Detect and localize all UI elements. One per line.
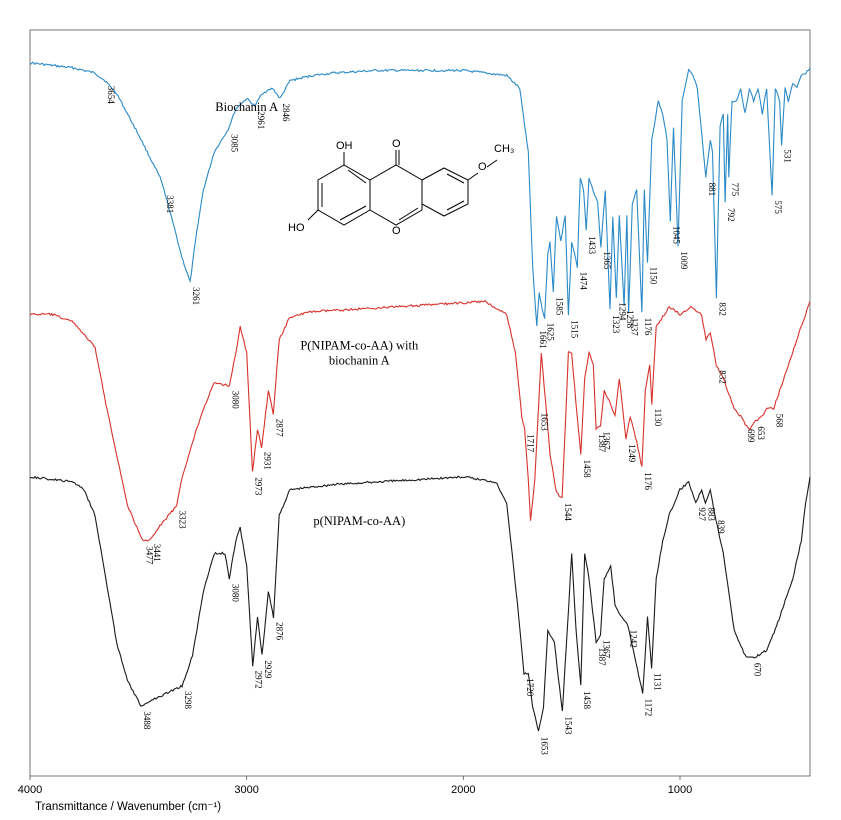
spectrum-line-1 <box>29 299 811 542</box>
peak-label: 653 <box>756 426 766 440</box>
biochanin-a-structure <box>307 150 498 226</box>
peak-label: 1045 <box>671 226 681 245</box>
peak-label: 1172 <box>644 699 654 717</box>
peak-label: 1515 <box>569 320 579 339</box>
peak-label: 2972 <box>254 671 264 689</box>
peak-label: 1242 <box>629 630 639 648</box>
peak-label: 1625 <box>546 323 556 342</box>
peak-label: 3298 <box>183 691 193 710</box>
atom-ho: HO <box>288 222 305 234</box>
peak-label: 1544 <box>563 503 573 522</box>
peak-label: 927 <box>697 507 707 521</box>
peak-label: 1474 <box>578 272 588 291</box>
peak-label: 1367 <box>602 432 612 451</box>
peak-label: 3080 <box>230 391 240 410</box>
atom-o-carbonyl: O <box>392 138 401 150</box>
peak-label: 1387 <box>597 648 607 667</box>
x-tick-label: 4000 <box>18 784 42 796</box>
peak-label: 1237 <box>630 318 640 337</box>
peak-label: 699 <box>746 429 756 443</box>
peak-label: 1433 <box>587 236 597 255</box>
peak-label: 792 <box>726 208 736 222</box>
peak-label: 2973 <box>254 477 264 496</box>
series-title-2-0: p(NIPAM-co-AA) <box>313 514 405 528</box>
plot-frame <box>29 29 811 777</box>
structure-atom-labels: OH O HO O O CH₃ <box>288 138 514 237</box>
peak-label: 1717 <box>526 434 536 453</box>
peak-label: 1365 <box>602 251 612 270</box>
peak-label: 3261 <box>191 287 201 305</box>
peak-label: 832 <box>717 370 727 384</box>
peak-label: 575 <box>773 200 783 214</box>
peak-label: 2876 <box>275 622 285 641</box>
peak-label: 1543 <box>563 717 573 736</box>
peak-label: 1458 <box>582 691 592 710</box>
peak-label: 3441 <box>152 544 162 562</box>
peak-label: 1176 <box>643 472 653 490</box>
peak-label: 1387 <box>597 434 607 453</box>
peak-label: 1009 <box>679 251 689 270</box>
atom-o-methoxy: O <box>478 161 487 173</box>
spectrum-line-0 <box>29 61 811 327</box>
peak-label: 3654 <box>106 86 116 105</box>
peak-label: 568 <box>775 414 785 428</box>
peak-label: 1130 <box>653 409 663 427</box>
peak-label: 1258 <box>625 310 635 329</box>
peak-label: 1249 <box>627 444 637 463</box>
series-title-1-1: biochanin A <box>329 354 390 368</box>
peak-label: 1294 <box>617 302 627 321</box>
spectra-layer <box>29 61 811 732</box>
peak-label: 1176 <box>643 318 653 336</box>
peak-label: 1661 <box>538 331 548 349</box>
x-tick-label: 3000 <box>234 784 258 796</box>
peak-label: 531 <box>783 149 793 163</box>
peak-label: 3381 <box>165 195 175 213</box>
peak-label: 1150 <box>649 267 659 285</box>
x-tick-label: 1000 <box>668 784 692 796</box>
peak-label: 1653 <box>540 413 550 432</box>
x-axis: 4000 3000 2000 1000 <box>18 776 692 796</box>
peak-label: 1323 <box>611 315 621 334</box>
peak-label: 3085 <box>229 134 239 153</box>
peak-label: 2961 <box>256 111 266 129</box>
x-tick-label: 2000 <box>451 784 475 796</box>
series-title-1-0: P(NIPAM-co-AA) with <box>300 339 419 353</box>
peak-label: 832 <box>717 302 727 316</box>
peak-label: 775 <box>730 183 740 197</box>
peak-label: 2877 <box>274 419 284 438</box>
peak-label: 670 <box>753 663 763 677</box>
x-axis-title: Transmittance / Wavenumber (cm⁻¹) <box>35 801 221 813</box>
peak-label: 2929 <box>263 660 273 679</box>
peak-label: 3477 <box>144 546 154 565</box>
peak-label: 883 <box>706 507 716 521</box>
peak-label: 3080 <box>230 584 240 603</box>
peak-label: 3323 <box>178 511 188 529</box>
atom-oh: OH <box>336 140 353 152</box>
peak-label: 839 <box>716 520 726 534</box>
peak-label: 3488 <box>142 711 152 730</box>
peak-label: 1720 <box>525 678 535 697</box>
peak-label: 1367 <box>602 640 612 659</box>
peak-label: 1585 <box>554 297 564 316</box>
atom-o-ring: O <box>392 225 401 237</box>
peak-label: 1458 <box>582 460 592 479</box>
atom-ch3: CH₃ <box>494 143 514 155</box>
peak-label: 2931 <box>263 452 273 470</box>
peak-label: 2846 <box>281 104 291 123</box>
peak-label: 881 <box>707 183 717 197</box>
peak-label: 1653 <box>540 737 550 756</box>
peak-label: 1131 <box>653 673 663 691</box>
spectrum-line-2 <box>29 475 811 732</box>
series-title-0-0: Biochanin A <box>215 100 278 114</box>
